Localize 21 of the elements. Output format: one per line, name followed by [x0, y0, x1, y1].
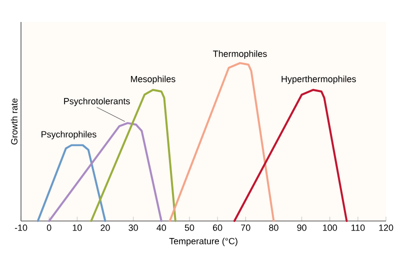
x-tick-label: -10: [14, 224, 28, 231]
series-label: Psychrotolerants: [64, 98, 130, 106]
series-label: Psychrophiles: [42, 130, 96, 140]
x-tick-label: 120: [379, 224, 394, 231]
x-tick-label: 10: [72, 224, 82, 231]
x-tick-label: 30: [128, 224, 138, 231]
x-tick-label: 60: [213, 224, 222, 231]
x-tick-label: 100: [323, 224, 337, 231]
y-axis-title: Growth rate: [10, 98, 18, 144]
series-label: Hyperthermophiles: [282, 76, 356, 84]
series-label: Mesophiles: [131, 76, 176, 84]
x-tick-label: 40: [156, 224, 166, 231]
x-tick-label: 50: [184, 224, 194, 231]
x-axis-title: Temperature (°C): [169, 238, 238, 246]
x-tick-label: 90: [297, 224, 306, 231]
x-tick-label: 0: [46, 224, 52, 231]
x-tick-label: 20: [100, 224, 110, 231]
x-tick-label: 80: [269, 224, 278, 231]
x-tick-label: 70: [241, 224, 250, 231]
series-label: Thermophiles: [213, 50, 267, 59]
x-tick-label: 110: [351, 224, 365, 231]
